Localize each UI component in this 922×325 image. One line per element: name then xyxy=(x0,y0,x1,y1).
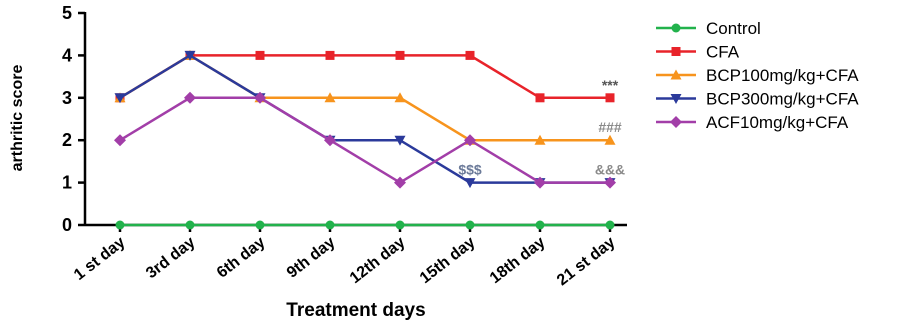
data-point xyxy=(324,92,336,103)
legend-label: BCP100mg/kg+CFA xyxy=(706,66,859,85)
series-line xyxy=(119,96,610,185)
legend-marker xyxy=(670,116,682,128)
axes xyxy=(83,12,627,227)
series-control xyxy=(115,220,615,230)
series-line xyxy=(119,53,610,184)
data-point xyxy=(325,220,335,230)
legend-item-cfa: CFA xyxy=(656,43,740,62)
data-point xyxy=(535,93,545,103)
series-acf10mg-kg-cfa xyxy=(114,91,616,189)
x-tick-label: 12th day xyxy=(347,234,409,287)
data-point xyxy=(325,50,335,60)
significance-annotation: ### xyxy=(598,119,622,135)
x-tick-label: 18th day xyxy=(487,234,549,287)
data-point xyxy=(114,93,126,104)
y-tick-label: 4 xyxy=(62,45,72,65)
legend-marker xyxy=(670,69,682,80)
data-point xyxy=(464,178,476,189)
legend-label: BCP300mg/kg+CFA xyxy=(706,90,859,109)
legend-label: CFA xyxy=(706,43,740,62)
data-point xyxy=(464,134,476,147)
x-axis-title: Treatment days xyxy=(286,300,425,321)
x-tick-label: 3rd day xyxy=(143,234,198,282)
legend-item-acf10mg-kg-cfa: ACF10mg/kg+CFA xyxy=(656,113,849,132)
significance-annotation: *** xyxy=(602,77,619,93)
legend-item-bcp100mg-kg-cfa: BCP100mg/kg+CFA xyxy=(656,66,859,85)
data-point xyxy=(394,135,406,146)
data-point xyxy=(184,91,196,104)
data-point xyxy=(115,220,125,230)
data-point xyxy=(465,50,475,60)
data-point xyxy=(185,220,195,230)
data-point xyxy=(114,134,126,147)
legend: Control CFA BCP100mg/kg+CFA BCP300mg/kg+CFA… xyxy=(656,19,859,132)
x-tick-label: 15th day xyxy=(417,234,479,287)
annotations: *** ### $$$ &&& xyxy=(458,77,625,178)
legend-item-control: Control xyxy=(656,19,761,38)
data-point xyxy=(395,50,405,60)
y-tick-label: 1 xyxy=(62,173,72,193)
data-point xyxy=(465,220,475,230)
data-point xyxy=(535,220,545,230)
significance-annotation: &&& xyxy=(595,162,625,178)
data-point xyxy=(394,92,406,103)
legend-item-bcp300mg-kg-cfa: BCP300mg/kg+CFA xyxy=(656,90,859,109)
y-tick-label: 5 xyxy=(62,3,72,23)
y-ticks: 0 1 2 3 4 5 xyxy=(62,3,85,235)
significance-annotation: $$$ xyxy=(458,162,482,178)
data-point xyxy=(534,176,546,189)
series-layer xyxy=(114,49,616,230)
y-tick-label: 3 xyxy=(62,88,72,108)
data-point xyxy=(324,134,336,147)
legend-label: ACF10mg/kg+CFA xyxy=(706,113,849,132)
data-point xyxy=(255,50,265,60)
y-tick-label: 2 xyxy=(62,130,72,150)
x-ticks: 1 st day 3rd day 6th day 9th day 12th day 15t… xyxy=(71,225,619,289)
y-tick-label: 0 xyxy=(62,215,72,235)
x-tick-label: 6th day xyxy=(214,234,269,282)
data-point xyxy=(605,220,615,230)
x-tick-label: 9th day xyxy=(284,234,339,282)
x-tick-label: 21 st day xyxy=(554,234,619,290)
legend-marker xyxy=(670,94,682,104)
y-axis-title: arthritic score xyxy=(9,65,26,172)
data-point xyxy=(394,176,406,189)
series-bcp300mg-kg-cfa xyxy=(114,50,616,189)
data-point xyxy=(604,134,616,145)
x-tick-label: 1 st day xyxy=(71,234,129,284)
data-point xyxy=(395,220,405,230)
data-point xyxy=(254,91,266,104)
data-point xyxy=(534,134,546,145)
legend-marker xyxy=(671,47,681,56)
legend-label: Control xyxy=(706,19,761,38)
data-point xyxy=(184,50,196,61)
series-line xyxy=(119,54,610,100)
data-point xyxy=(255,220,265,230)
legend-marker xyxy=(671,23,681,33)
data-point xyxy=(605,93,615,103)
data-point xyxy=(604,176,616,189)
